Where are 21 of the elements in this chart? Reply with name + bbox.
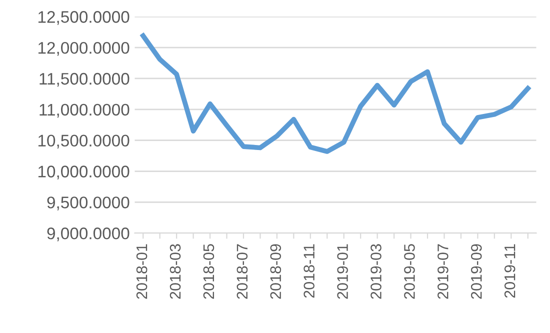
x-tick-label: 2018-11 <box>304 244 315 298</box>
x-tick-label: 2019-01 <box>337 244 348 299</box>
x-tick-label: 2018-05 <box>203 244 214 299</box>
y-tick-label: 12,000.0000 <box>38 42 130 56</box>
x-tick-label: 2018-03 <box>170 244 181 299</box>
x-tick-label: 2019-07 <box>438 244 448 299</box>
x-tick-label: 2019-11 <box>504 244 516 298</box>
y-tick-label: 10,000.0000 <box>38 166 130 180</box>
y-tick-label: 11,500.0000 <box>40 72 130 87</box>
x-tick-label: 2019-03 <box>370 244 382 299</box>
x-tick-label: 2019-09 <box>470 244 482 299</box>
line-series <box>140 33 530 154</box>
x-tick-label: 2018-07 <box>236 244 248 299</box>
x-tick-label: 2018-01 <box>136 244 148 299</box>
x-tick-label: 2019-05 <box>404 244 415 299</box>
y-tick-label: 11,000.0000 <box>40 104 130 118</box>
y-tick-label: 12,500.0000 <box>38 11 130 25</box>
y-tick-label: 9,500.0000 <box>47 196 130 210</box>
y-tick-label: 9,000.0000 <box>47 228 130 242</box>
x-tick-label: 2018-09 <box>270 244 282 299</box>
y-tick-label: 10,500.0000 <box>38 134 130 149</box>
